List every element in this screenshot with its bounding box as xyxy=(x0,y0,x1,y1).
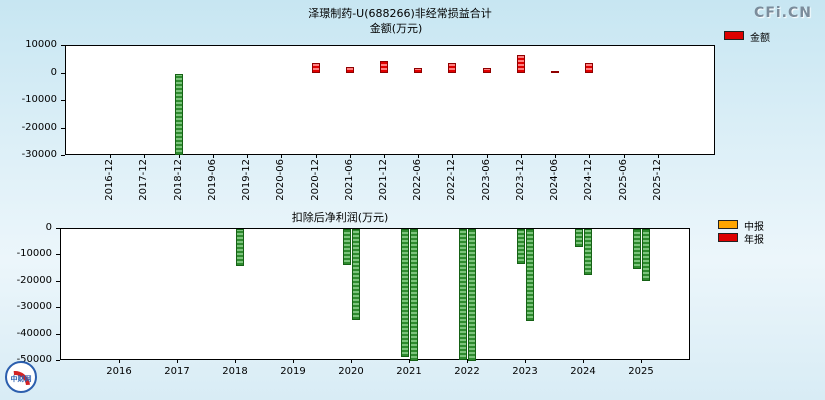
data-bar xyxy=(641,229,650,282)
data-bar xyxy=(311,63,320,74)
x-tick-mark xyxy=(177,360,178,363)
x-tick-mark xyxy=(247,155,249,158)
y-tick-label: -20000 xyxy=(21,121,57,133)
y-tick-label: -50000 xyxy=(16,354,52,365)
x-tick-label: 2025 xyxy=(628,366,654,377)
data-bar xyxy=(342,229,351,266)
data-bar xyxy=(380,60,388,74)
data-bar xyxy=(583,229,592,276)
y-tick-mark xyxy=(56,333,60,335)
y-tick-label: -30000 xyxy=(16,301,52,313)
data-bar xyxy=(516,229,525,264)
x-tick-mark xyxy=(409,360,410,363)
data-bar xyxy=(409,229,418,361)
chart1-subtitle: 金额(万元) xyxy=(369,22,423,35)
chart1-layer-plot-area xyxy=(65,45,715,155)
data-bar xyxy=(235,229,244,266)
x-tick-mark xyxy=(467,360,468,363)
x-tick-mark xyxy=(384,155,385,158)
x-tick-mark xyxy=(144,155,146,158)
data-bar xyxy=(516,54,525,74)
data-bar xyxy=(482,68,491,74)
data-bar xyxy=(351,229,360,321)
logo-text: 中财网 xyxy=(10,375,32,383)
data-bar xyxy=(585,63,594,74)
y-tick-mark xyxy=(61,155,65,156)
legend-swatch xyxy=(718,233,738,242)
x-tick-mark xyxy=(555,155,557,158)
y-tick-mark xyxy=(61,72,65,74)
x-tick-mark xyxy=(281,155,283,158)
chart2-title: 扣除后净利润(万元) xyxy=(291,211,389,224)
data-bar xyxy=(551,71,560,74)
data-bar xyxy=(632,229,641,270)
x-tick-label: 2021 xyxy=(396,366,422,377)
x-tick-label: 2019 xyxy=(280,366,306,377)
y-tick-mark xyxy=(61,45,65,46)
x-tick-mark xyxy=(351,360,352,363)
x-tick-label: 2023 xyxy=(512,366,538,377)
x-tick-mark xyxy=(641,360,642,363)
y-tick-label: 0 xyxy=(50,66,57,78)
data-bar xyxy=(174,73,183,155)
legend-swatch xyxy=(718,220,738,229)
y-tick-mark xyxy=(56,228,60,229)
data-bar xyxy=(574,229,583,248)
y-tick-label: -40000 xyxy=(16,327,52,339)
data-bar xyxy=(400,229,409,358)
x-tick-label: 2024 xyxy=(570,366,596,377)
data-bar xyxy=(458,229,467,360)
x-tick-mark xyxy=(452,155,454,158)
x-tick-label: 2020 xyxy=(338,366,364,377)
zhongcai-cfi-logo: 中财网 xyxy=(5,361,37,393)
x-tick-mark xyxy=(525,360,526,363)
x-tick-mark xyxy=(589,155,591,158)
x-tick-mark xyxy=(178,155,180,158)
x-tick-mark xyxy=(657,155,659,158)
data-bar xyxy=(525,229,534,321)
cfi-cn-watermark: CFi.CN xyxy=(754,5,812,21)
x-tick-mark xyxy=(235,360,236,363)
x-tick-mark xyxy=(486,155,488,158)
y-tick-label: -20000 xyxy=(16,274,52,286)
x-tick-label: 2016 xyxy=(106,366,132,377)
x-tick-mark xyxy=(315,155,317,158)
legend-label: 年报 xyxy=(744,235,764,246)
x-tick-mark xyxy=(520,155,522,158)
y-tick-mark xyxy=(61,127,65,129)
chart2-layer-plot-area xyxy=(60,228,690,361)
x-tick-mark xyxy=(119,360,120,363)
data-bar xyxy=(414,68,423,74)
y-tick-label: 0 xyxy=(45,222,52,233)
x-tick-mark xyxy=(349,155,351,158)
x-tick-mark xyxy=(418,155,420,158)
x-tick-mark xyxy=(212,155,214,158)
chart1-title: 泽璟制药-U(688266)非经常损益合计 xyxy=(308,7,492,20)
legend-swatch xyxy=(724,31,744,40)
y-tick-mark xyxy=(56,280,60,282)
y-tick-label: -30000 xyxy=(21,149,57,160)
y-tick-label: -10000 xyxy=(21,94,57,105)
y-tick-label: -10000 xyxy=(16,248,52,260)
y-tick-mark xyxy=(56,360,60,361)
x-tick-mark xyxy=(623,155,625,158)
y-tick-mark xyxy=(56,307,60,309)
x-tick-mark xyxy=(110,155,112,158)
x-tick-label: 2017 xyxy=(164,366,190,377)
y-tick-label: 10000 xyxy=(25,39,57,50)
legend-label: 金额 xyxy=(750,33,770,44)
y-tick-mark xyxy=(61,100,65,101)
x-tick-label: 2018 xyxy=(222,366,248,377)
y-tick-mark xyxy=(56,254,60,256)
legend-label: 中报 xyxy=(744,222,764,233)
data-bar xyxy=(345,66,354,74)
x-tick-mark xyxy=(293,360,294,363)
x-tick-mark xyxy=(583,360,584,363)
x-tick-label: 2022 xyxy=(454,366,480,377)
data-bar xyxy=(467,229,476,361)
data-bar xyxy=(448,62,457,74)
